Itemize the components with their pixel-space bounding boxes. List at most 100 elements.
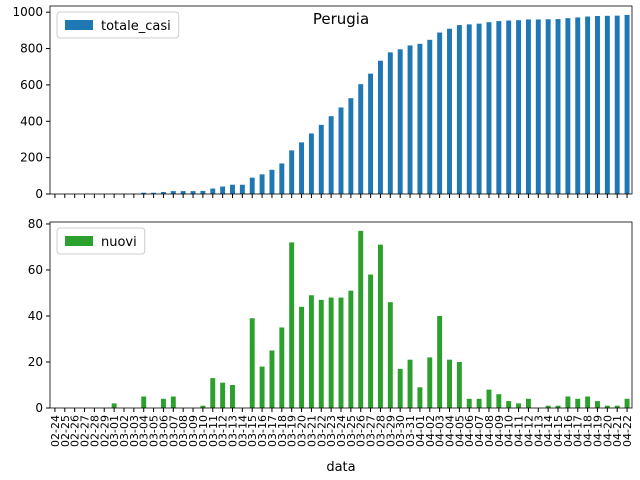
bar [269, 350, 275, 408]
x-tick-label: 02-26 [69, 415, 82, 447]
bar [269, 169, 275, 194]
bar [506, 20, 512, 194]
x-tick-label: 04-10 [503, 415, 516, 447]
chart-title: Perugia [313, 10, 369, 28]
bar [447, 359, 452, 408]
bar [368, 274, 374, 408]
legend-frame [56, 227, 146, 255]
x-tick-label: 04-07 [473, 415, 486, 447]
x-tick-label: 03-18 [276, 415, 289, 447]
bar [368, 73, 374, 194]
y-tick-label: 1000 [12, 5, 43, 19]
y-tick-label: 200 [20, 151, 43, 165]
legend-swatch [65, 236, 93, 246]
x-tick-label: 03-08 [177, 415, 190, 447]
bar [289, 150, 295, 194]
x-tick-label: 04-21 [611, 415, 624, 447]
bar [506, 401, 512, 408]
x-tick-label: 03-02 [118, 415, 131, 447]
bar [338, 107, 344, 194]
x-tick-label: 03-28 [374, 415, 387, 447]
x-tick-label: 02-24 [49, 415, 62, 447]
legend: nuovi [56, 227, 146, 255]
x-axis-label: data [326, 460, 355, 475]
bar [545, 405, 551, 408]
x-tick-label: 04-12 [522, 415, 535, 447]
bar [417, 387, 423, 408]
x-tick-label: 03-22 [315, 415, 328, 447]
x-tick-label: 03-29 [384, 415, 397, 447]
bar [486, 389, 492, 408]
bar [328, 297, 334, 408]
x-tick-label: 03-13 [226, 415, 239, 447]
bar [595, 401, 600, 408]
bar [535, 19, 541, 195]
bar [466, 24, 472, 195]
x-tick-label: 04-17 [572, 415, 585, 447]
x-tick-label: 03-24 [335, 415, 348, 447]
bar [358, 84, 364, 194]
y-tick-label: 0 [35, 401, 43, 415]
bar [397, 368, 403, 408]
bar [348, 290, 354, 408]
y-tick-label: 0 [35, 187, 43, 201]
x-tick-label: 03-07 [167, 415, 180, 447]
bar [200, 190, 206, 194]
bar [447, 28, 452, 195]
x-tick-label: 04-16 [562, 415, 575, 447]
x-tick-label: 04-18 [582, 415, 595, 447]
x-tick-label: 02-28 [88, 415, 101, 447]
x-tick-label: 03-21 [305, 415, 318, 447]
bar [348, 98, 354, 194]
x-tick-label: 04-19 [591, 415, 604, 447]
legend-swatch [65, 20, 93, 30]
x-tick-label: 04-11 [513, 415, 526, 447]
legend-label: nuovi [101, 235, 137, 250]
bar [476, 23, 482, 194]
x-tick-label: 03-16 [256, 415, 269, 447]
bar [417, 43, 423, 195]
bar [397, 49, 403, 194]
x-tick-label: 04-03 [434, 415, 447, 447]
x-tick-label: 03-04 [138, 415, 151, 447]
bar [387, 302, 393, 408]
plot-frame [49, 221, 633, 409]
bar [249, 318, 255, 408]
x-tick-label: 02-27 [79, 415, 92, 447]
bar [328, 116, 334, 194]
bar [190, 191, 196, 194]
bar [220, 382, 226, 408]
x-tick-label: 03-20 [296, 415, 309, 447]
x-tick-label: 04-02 [424, 415, 437, 447]
bar [318, 299, 324, 408]
bar [585, 396, 591, 408]
bar [210, 378, 216, 408]
x-tick-label: 04-08 [483, 415, 496, 447]
bar [496, 21, 502, 194]
bar [525, 398, 531, 408]
x-tick-label: 03-26 [355, 415, 368, 447]
y-tick-label: 20 [28, 355, 43, 369]
bar [575, 398, 581, 408]
bar [624, 398, 630, 408]
bar [516, 20, 522, 194]
bar [308, 133, 314, 194]
y-tick-label: 80 [28, 217, 43, 231]
bar [279, 163, 285, 194]
bar [614, 15, 620, 194]
bar [200, 405, 206, 408]
y-tick-label: 400 [20, 114, 43, 128]
y-tick-label: 40 [28, 309, 43, 323]
x-tick-label: 04-01 [414, 415, 427, 447]
bar [496, 394, 502, 408]
bar [407, 45, 413, 194]
x-tick-label: 03-27 [365, 415, 378, 447]
x-tick-label: 03-15 [246, 415, 259, 447]
x-tick-label: 02-25 [59, 415, 72, 447]
bar [318, 124, 324, 194]
bar [377, 244, 383, 408]
bar [427, 39, 433, 195]
bar [170, 396, 176, 408]
x-tick-label: 04-14 [542, 415, 555, 447]
bar [180, 191, 186, 194]
